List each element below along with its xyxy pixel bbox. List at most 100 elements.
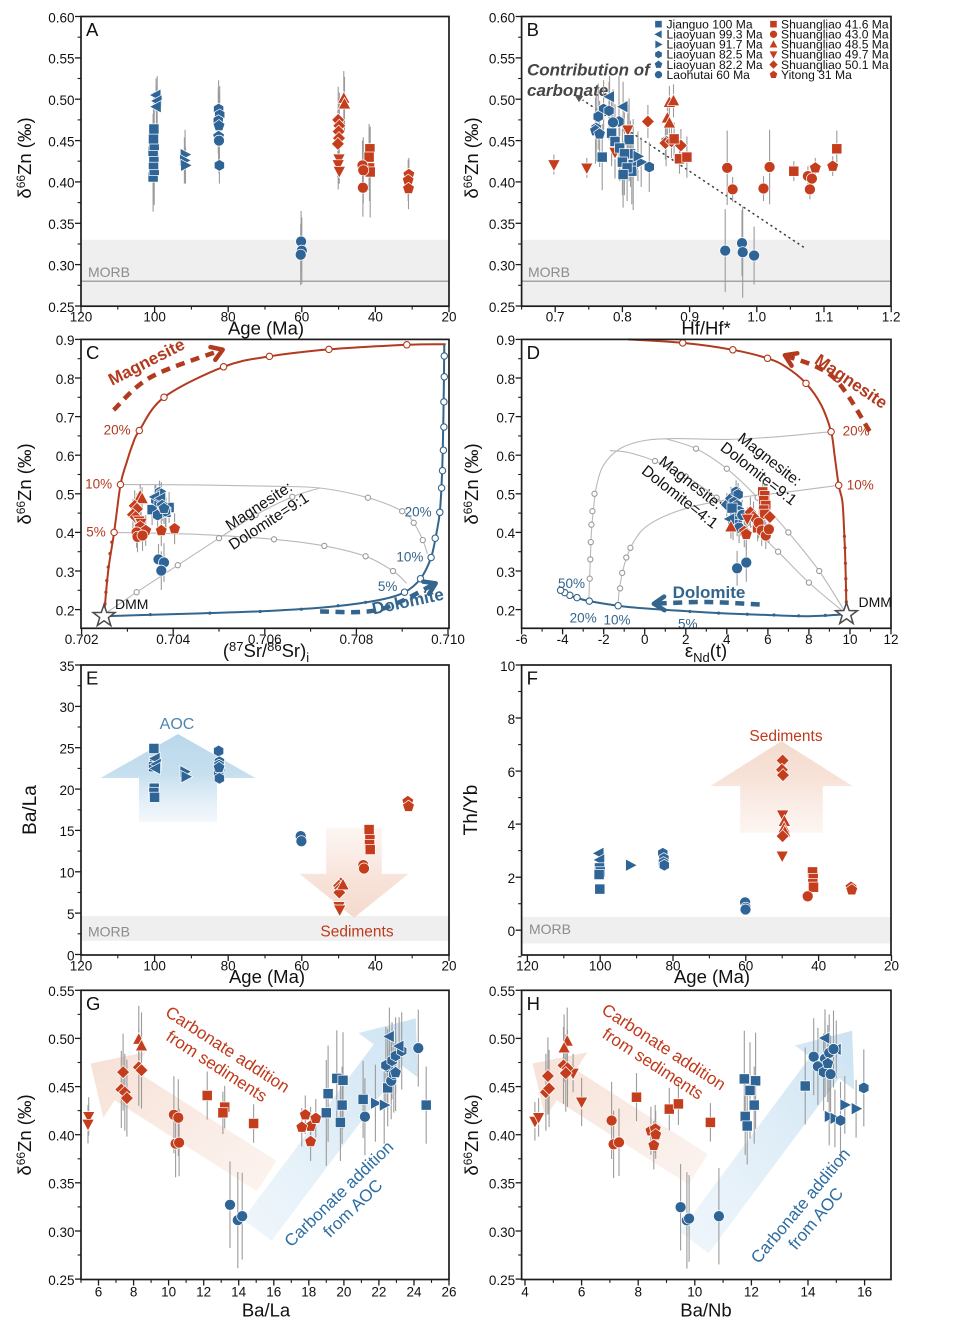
svg-text:8: 8 [634, 1285, 642, 1300]
svg-text:12: 12 [883, 632, 898, 647]
svg-text:Hf/Hf*: Hf/Hf* [681, 318, 730, 339]
svg-text:16: 16 [266, 1285, 281, 1300]
svg-text:F: F [527, 668, 538, 689]
svg-text:C: C [86, 342, 99, 363]
svg-text:20: 20 [884, 959, 899, 974]
svg-text:120: 120 [70, 310, 93, 325]
svg-text:60: 60 [294, 310, 309, 325]
svg-text:0.706: 0.706 [248, 632, 282, 647]
svg-text:8: 8 [130, 1285, 138, 1300]
svg-text:10%: 10% [847, 477, 874, 492]
svg-text:60: 60 [738, 959, 753, 974]
svg-text:MORB: MORB [528, 264, 570, 280]
svg-text:20: 20 [59, 783, 74, 798]
svg-text:0.2: 0.2 [496, 603, 515, 618]
svg-text:0.30: 0.30 [489, 258, 515, 273]
svg-text:δ66Zn (‰): δ66Zn (‰) [461, 117, 482, 198]
svg-text:80: 80 [221, 959, 236, 974]
svg-text:δ66Zn (‰): δ66Zn (‰) [461, 443, 482, 524]
svg-text:AOC: AOC [160, 716, 195, 733]
svg-text:Sediments: Sediments [749, 728, 822, 745]
svg-text:0.704: 0.704 [156, 632, 190, 647]
svg-text:0.30: 0.30 [48, 258, 74, 273]
svg-text:40: 40 [368, 310, 383, 325]
svg-text:0.2: 0.2 [56, 603, 75, 618]
svg-text:0.708: 0.708 [340, 632, 374, 647]
svg-text:Dolomite: Dolomite [673, 583, 746, 602]
svg-text:4: 4 [723, 632, 731, 647]
svg-text:0: 0 [641, 632, 649, 647]
svg-text:MORB: MORB [88, 923, 130, 939]
svg-text:2: 2 [508, 871, 516, 886]
svg-text:Age (Ma): Age (Ma) [229, 966, 305, 987]
svg-text:0.35: 0.35 [489, 217, 515, 232]
svg-text:6: 6 [578, 1285, 586, 1300]
svg-text:0.50: 0.50 [489, 93, 515, 108]
svg-text:0.4: 0.4 [496, 526, 515, 541]
svg-text:35: 35 [59, 659, 74, 674]
svg-text:24: 24 [406, 1285, 422, 1300]
svg-text:Age (Ma): Age (Ma) [228, 318, 304, 339]
svg-text:δ66Zn (‰): δ66Zn (‰) [14, 117, 35, 198]
svg-text:E: E [86, 668, 98, 689]
svg-text:5%: 5% [378, 579, 398, 594]
svg-text:Sediments: Sediments [320, 923, 393, 940]
svg-text:26: 26 [441, 1285, 456, 1300]
svg-text:0.9: 0.9 [56, 333, 75, 348]
svg-text:Ba/La: Ba/La [242, 1300, 291, 1321]
svg-text:0.8: 0.8 [613, 310, 632, 325]
svg-text:0.60: 0.60 [489, 10, 515, 25]
svg-text:0.30: 0.30 [489, 1225, 515, 1240]
svg-text:0.45: 0.45 [489, 1080, 515, 1095]
svg-text:0.8: 0.8 [496, 372, 515, 387]
svg-text:0.7: 0.7 [546, 310, 565, 325]
svg-text:10: 10 [842, 632, 857, 647]
svg-text:Shuangliao 50.1 Ma: Shuangliao 50.1 Ma [781, 58, 889, 72]
svg-text:18: 18 [301, 1285, 316, 1300]
svg-text:0.55: 0.55 [48, 52, 74, 67]
svg-text:0.45: 0.45 [48, 1080, 74, 1095]
svg-text:100: 100 [589, 959, 612, 974]
svg-text:-2: -2 [598, 632, 610, 647]
svg-text:Liaoyuan 82.2 Ma: Liaoyuan 82.2 Ma [667, 58, 763, 72]
svg-text:8: 8 [508, 712, 516, 727]
svg-text:12: 12 [196, 1285, 211, 1300]
svg-text:0.4: 0.4 [56, 526, 75, 541]
svg-text:1.2: 1.2 [882, 310, 901, 325]
svg-text:20%: 20% [843, 424, 870, 439]
svg-text:0.55: 0.55 [48, 984, 74, 999]
svg-text:B: B [527, 19, 539, 40]
svg-text:0.40: 0.40 [48, 176, 74, 191]
svg-text:0.55: 0.55 [489, 52, 515, 67]
svg-text:Yitong 31 Ma: Yitong 31 Ma [781, 68, 852, 82]
svg-text:δ66Zn (‰): δ66Zn (‰) [14, 1094, 35, 1175]
svg-text:10%: 10% [85, 477, 112, 492]
svg-text:10%: 10% [603, 613, 630, 628]
svg-text:80: 80 [665, 959, 680, 974]
svg-text:0.3: 0.3 [56, 565, 75, 580]
svg-text:0.50: 0.50 [48, 1032, 74, 1047]
svg-text:20%: 20% [570, 611, 597, 626]
svg-text:0.50: 0.50 [489, 1032, 515, 1047]
svg-text:DMM: DMM [859, 594, 892, 610]
svg-text:100: 100 [143, 310, 166, 325]
svg-text:MORB: MORB [88, 264, 130, 280]
svg-text:0.45: 0.45 [48, 134, 74, 149]
svg-text:0.702: 0.702 [65, 632, 99, 647]
svg-text:0.40: 0.40 [48, 1129, 74, 1144]
svg-text:5%: 5% [86, 524, 106, 539]
svg-text:6: 6 [508, 765, 516, 780]
svg-text:2: 2 [682, 632, 690, 647]
svg-text:0.25: 0.25 [48, 300, 74, 315]
svg-text:carbonate: carbonate [527, 81, 608, 100]
svg-text:0: 0 [508, 924, 516, 939]
svg-text:4: 4 [508, 818, 516, 833]
svg-text:10: 10 [161, 1285, 176, 1300]
svg-text:A: A [86, 19, 99, 40]
svg-text:0.7: 0.7 [56, 410, 75, 425]
svg-text:10: 10 [687, 1285, 702, 1300]
svg-text:8: 8 [805, 632, 813, 647]
svg-text:0.50: 0.50 [48, 93, 74, 108]
svg-text:0.6: 0.6 [496, 449, 515, 464]
svg-text:Th/Yb: Th/Yb [461, 785, 482, 836]
